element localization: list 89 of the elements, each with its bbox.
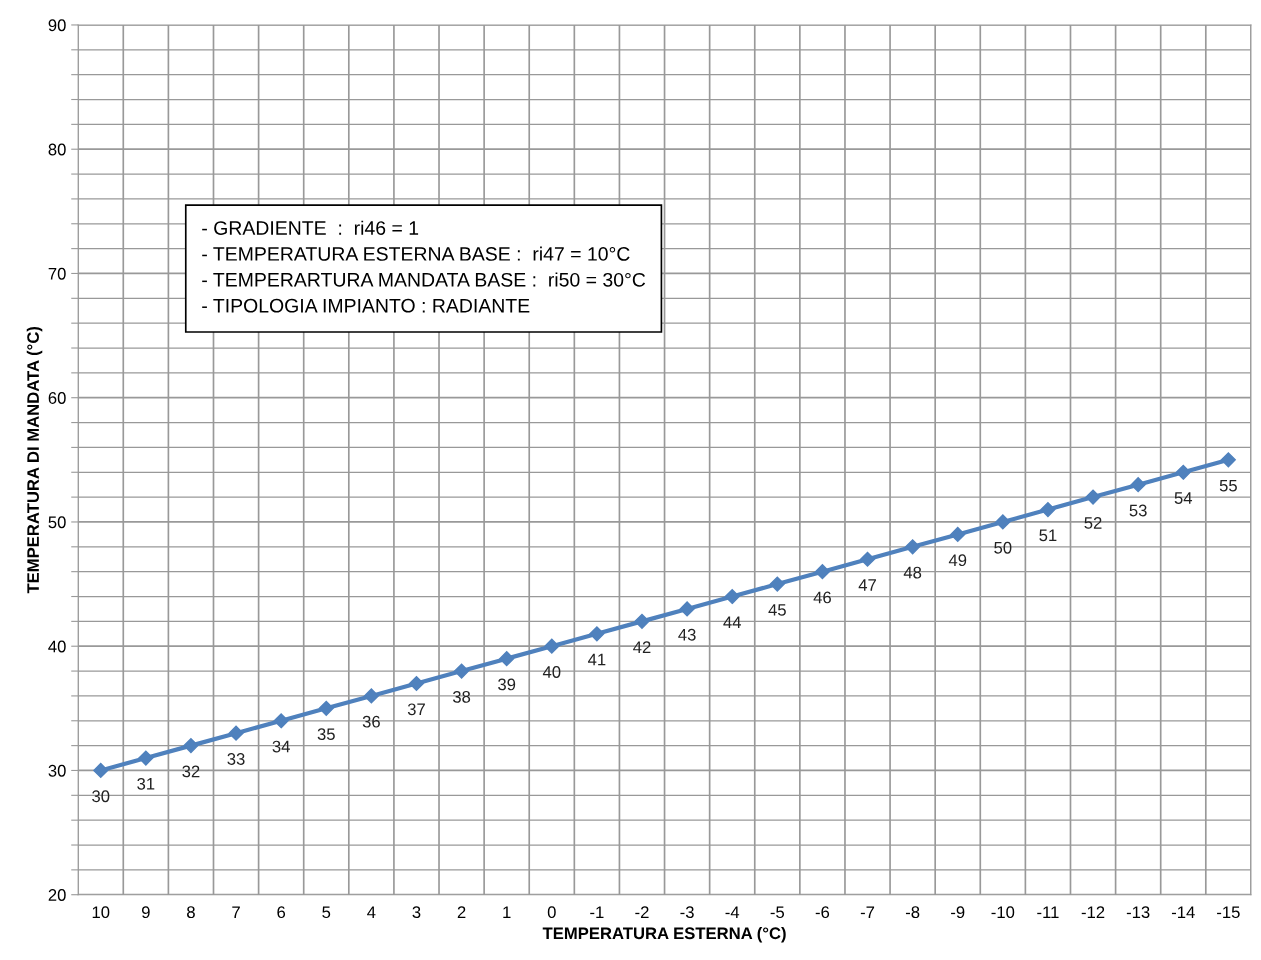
data-label: 51 xyxy=(1039,529,1057,542)
point xyxy=(454,663,470,679)
point xyxy=(995,514,1011,530)
y-tick-label: 20 xyxy=(48,889,66,901)
point xyxy=(499,651,515,667)
data-label: 41 xyxy=(588,653,606,666)
x-tick-label: -2 xyxy=(635,906,649,918)
point xyxy=(183,738,199,754)
y-tick-label: 80 xyxy=(48,143,66,156)
x-tick-label: -6 xyxy=(815,906,830,919)
point xyxy=(1085,489,1101,505)
data-label: 38 xyxy=(452,690,471,703)
x-tick-label: 2 xyxy=(457,906,466,918)
data-label: 53 xyxy=(1129,504,1147,517)
point xyxy=(544,638,560,654)
data-label: 31 xyxy=(137,777,155,790)
point xyxy=(408,675,425,692)
point xyxy=(1220,452,1236,468)
point xyxy=(318,700,334,716)
data-label: 40 xyxy=(542,666,561,678)
point xyxy=(1130,477,1146,493)
data-label: 42 xyxy=(633,641,651,653)
data-label: 44 xyxy=(723,616,741,629)
point xyxy=(138,750,154,766)
point xyxy=(724,588,740,605)
data-label: 54 xyxy=(1174,492,1193,504)
y-tick-label: 40 xyxy=(48,640,66,653)
data-label: 33 xyxy=(227,753,245,765)
x-tick-label: 9 xyxy=(141,906,150,919)
data-label: 35 xyxy=(317,728,335,741)
x-tick-label: -13 xyxy=(1126,906,1150,919)
point xyxy=(1040,501,1056,518)
x-tick-label: -8 xyxy=(905,906,920,919)
y-axis-title: TEMPERATURA DI MANDATA (°C) xyxy=(26,326,43,594)
x-axis-title: TEMPERATURA ESTERNA (°C) xyxy=(542,926,786,943)
data-label: 46 xyxy=(813,591,831,604)
x-tick-label: -1 xyxy=(590,906,604,918)
point xyxy=(93,762,109,779)
x-tick-label: -4 xyxy=(725,906,740,918)
y-tick-label: 90 xyxy=(48,19,66,32)
data-label: 55 xyxy=(1219,479,1237,492)
y-tick-label: 50 xyxy=(48,516,66,529)
point xyxy=(1175,464,1191,480)
point xyxy=(273,713,289,729)
x-tick-label: -11 xyxy=(1037,906,1059,918)
x-tick-label: -7 xyxy=(860,906,875,918)
x-tick-label: -12 xyxy=(1081,906,1105,918)
data-label: 45 xyxy=(768,604,786,616)
x-tick-label: 10 xyxy=(92,906,110,919)
x-tick-label: 0 xyxy=(547,906,556,919)
point xyxy=(589,626,605,642)
data-label: 37 xyxy=(407,703,425,716)
data-label: 34 xyxy=(272,740,290,753)
data-label: 30 xyxy=(92,790,110,803)
x-tick-label: 1 xyxy=(503,906,511,918)
y-tick-label: 70 xyxy=(48,267,66,280)
point xyxy=(363,688,379,704)
data-label: 36 xyxy=(362,715,380,728)
point xyxy=(950,526,966,542)
data-label: 50 xyxy=(994,541,1012,554)
data-label: 39 xyxy=(498,678,516,691)
x-tick-label: 8 xyxy=(187,906,195,919)
x-tick-label: -15 xyxy=(1217,906,1240,919)
point xyxy=(859,551,876,567)
point xyxy=(814,564,830,580)
data-label: 43 xyxy=(678,628,696,641)
point xyxy=(634,613,650,629)
x-tick-label: -3 xyxy=(680,906,694,919)
x-tick-label: -5 xyxy=(770,906,785,919)
x-tick-label: -9 xyxy=(951,906,965,919)
data-label: 32 xyxy=(182,765,200,778)
data-label: 47 xyxy=(858,579,876,591)
x-tick-label: 3 xyxy=(412,906,421,919)
data-label: 48 xyxy=(903,566,922,579)
x-tick-label: -14 xyxy=(1171,906,1195,918)
x-tick-label: 5 xyxy=(322,906,331,919)
y-tick-label: 60 xyxy=(48,392,66,404)
data-label: 49 xyxy=(948,554,967,567)
annotation: - GRADIENTE : ri46 = 1 - TEMPERATURA ESTERNA BASE : ri47 = 10°C - TEMPERARTURA MANDATA BASE : ri50 = 30°C - TIPOLOGIA IMPIANTO : RADIANTE xyxy=(202,220,646,313)
x-tick-label: 6 xyxy=(277,906,286,919)
point xyxy=(905,539,921,555)
point xyxy=(228,725,244,741)
point xyxy=(679,601,695,617)
x-tick-label: -10 xyxy=(991,906,1015,919)
point xyxy=(769,576,785,592)
y-tick-label: 30 xyxy=(48,764,66,777)
x-tick-label: 7 xyxy=(232,906,240,918)
x-tick-label: 4 xyxy=(367,906,376,918)
data-label: 52 xyxy=(1084,517,1102,529)
